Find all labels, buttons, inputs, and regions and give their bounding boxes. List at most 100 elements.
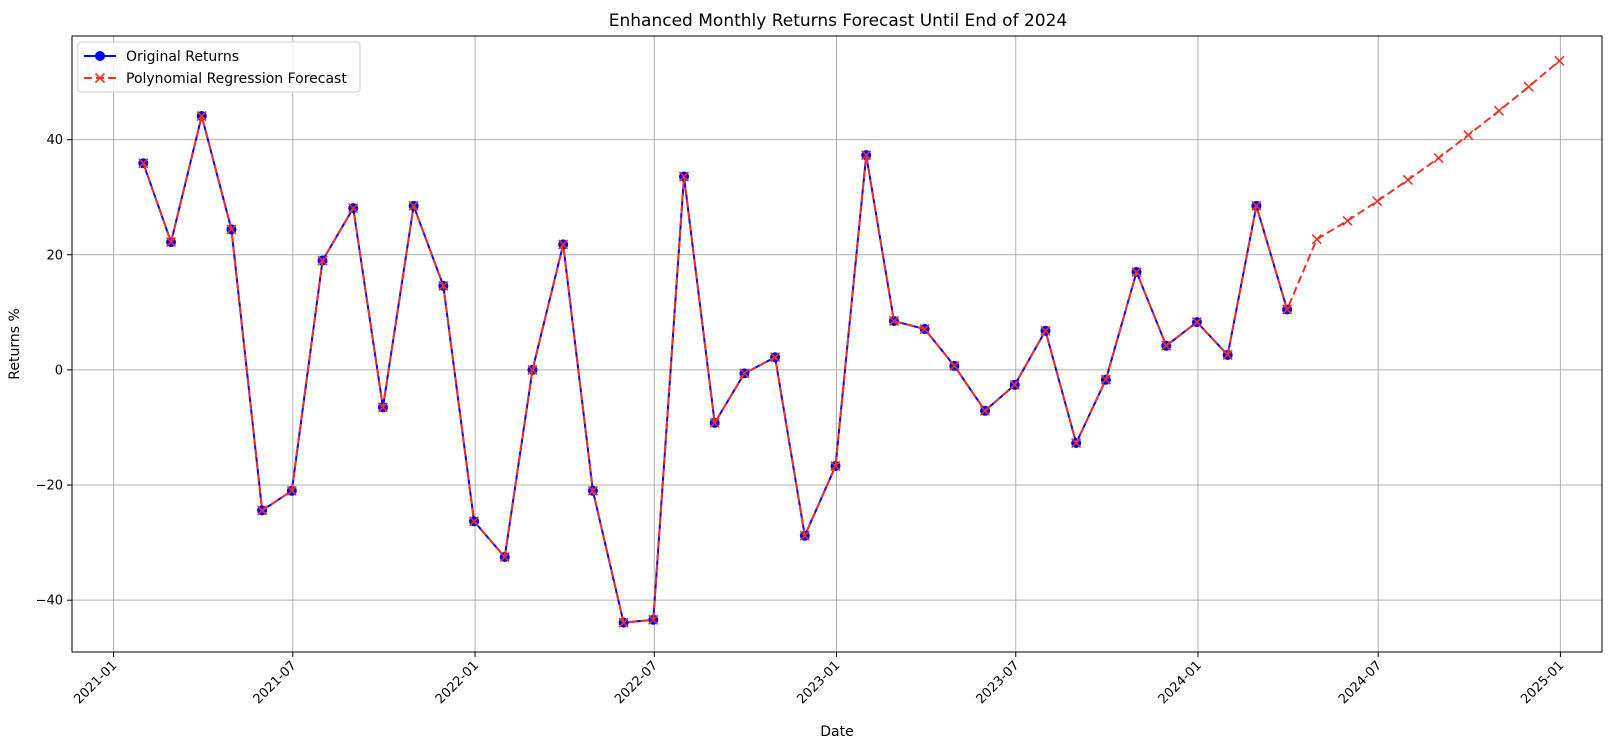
data-point	[377, 402, 389, 413]
x-marker-stroke	[1554, 55, 1565, 66]
data-point	[949, 360, 960, 371]
x-marker-stroke	[1131, 266, 1142, 278]
data-point	[286, 485, 297, 496]
y-tick-label: 20	[46, 248, 63, 263]
y-tick-label: 40	[46, 133, 63, 148]
x-marker-stroke	[165, 237, 177, 248]
x-marker-stroke	[226, 224, 237, 235]
x-tick-label: 2024-01	[1156, 658, 1205, 707]
chart-title: Enhanced Monthly Returns Forecast Until …	[609, 11, 1067, 31]
x-marker-stroke	[739, 368, 750, 379]
legend-marker	[95, 51, 105, 61]
x-marker-stroke	[138, 158, 149, 169]
data-point	[226, 224, 237, 235]
data-point	[165, 237, 177, 248]
data-point	[587, 485, 598, 496]
x-marker-stroke	[1523, 81, 1534, 92]
data-point	[1040, 325, 1051, 336]
x-marker-stroke	[1191, 317, 1203, 328]
data-point	[1342, 215, 1353, 226]
data-point	[1191, 317, 1203, 328]
x-tick-label: 2021-01	[71, 658, 120, 707]
data-point	[1372, 196, 1383, 207]
data-point	[468, 516, 480, 527]
data-point	[1554, 55, 1565, 66]
data-point	[1463, 129, 1474, 141]
x-marker-stroke	[438, 280, 449, 291]
data-point	[1251, 200, 1262, 211]
series-original-returns	[138, 111, 1293, 628]
x-marker-stroke	[348, 203, 359, 214]
x-marker-stroke	[678, 171, 690, 182]
y-axis-label: Returns %	[7, 308, 23, 380]
x-marker-stroke	[377, 402, 389, 413]
x-marker-stroke	[1100, 374, 1111, 385]
x-marker-stroke	[1282, 304, 1293, 315]
x-marker-stroke	[94, 72, 106, 84]
data-point	[1493, 105, 1505, 116]
data-point	[558, 239, 569, 250]
series-line	[142, 115, 1289, 624]
x-marker-stroke	[1493, 105, 1505, 116]
ticks: 2021-01 2021-07 2022-01 2022-07 2023-01 2023-…	[36, 133, 1568, 707]
data-point	[799, 530, 810, 541]
x-marker-stroke	[618, 617, 629, 628]
x-marker-stroke	[799, 530, 810, 541]
x-tick-label: 2023-07	[974, 658, 1023, 707]
x-marker-stroke	[648, 614, 659, 625]
series-forecast	[138, 55, 1565, 628]
data-point	[1222, 349, 1233, 361]
legend-label: Original Returns	[126, 49, 239, 65]
x-marker-stroke	[257, 505, 268, 516]
x-marker-stroke	[919, 323, 930, 335]
data-point	[618, 617, 629, 628]
data-point	[919, 323, 930, 335]
data-point	[861, 150, 872, 161]
x-marker-stroke	[1071, 437, 1082, 449]
data-point	[1100, 374, 1111, 385]
x-tick-label: 2025-01	[1518, 658, 1567, 707]
x-marker-stroke	[1040, 325, 1051, 336]
data-point	[1009, 379, 1020, 390]
x-marker-stroke	[1311, 234, 1322, 245]
x-marker-stroke	[587, 485, 598, 496]
data-point	[1161, 340, 1172, 351]
data-point	[888, 315, 900, 327]
data-point	[1311, 234, 1322, 245]
data-point	[499, 551, 510, 563]
data-point	[1402, 174, 1413, 185]
x-marker-stroke	[861, 150, 872, 161]
x-marker-stroke	[286, 485, 297, 496]
data-point	[438, 280, 449, 291]
grid	[72, 36, 1602, 652]
data-point	[257, 505, 268, 516]
x-tick-label: 2021-07	[251, 658, 300, 707]
legend-label: Polynomial Regression Forecast	[126, 71, 347, 87]
y-tick-label: −20	[36, 479, 63, 494]
data-point	[979, 405, 991, 416]
data-point	[196, 110, 207, 122]
x-marker-stroke	[527, 364, 538, 375]
x-marker-stroke	[499, 551, 510, 563]
x-marker-stroke	[949, 360, 960, 371]
y-tick-label: −40	[36, 594, 63, 609]
data-point	[648, 614, 659, 625]
x-marker-stroke	[830, 460, 841, 472]
data-point	[138, 158, 149, 169]
x-marker-stroke	[1251, 200, 1262, 211]
data-point	[739, 368, 750, 379]
data-point	[1282, 304, 1293, 315]
x-marker-stroke	[770, 352, 781, 363]
data-point	[709, 417, 720, 428]
data-point	[408, 200, 419, 211]
x-marker-stroke	[1161, 340, 1172, 351]
legend-box	[77, 41, 361, 93]
legend-marker	[94, 72, 106, 84]
data-point	[527, 364, 538, 375]
x-marker-stroke	[1342, 215, 1353, 226]
data-point	[678, 171, 690, 182]
x-marker-stroke	[709, 417, 720, 428]
data-point	[830, 460, 841, 472]
x-marker-stroke	[1463, 129, 1474, 141]
